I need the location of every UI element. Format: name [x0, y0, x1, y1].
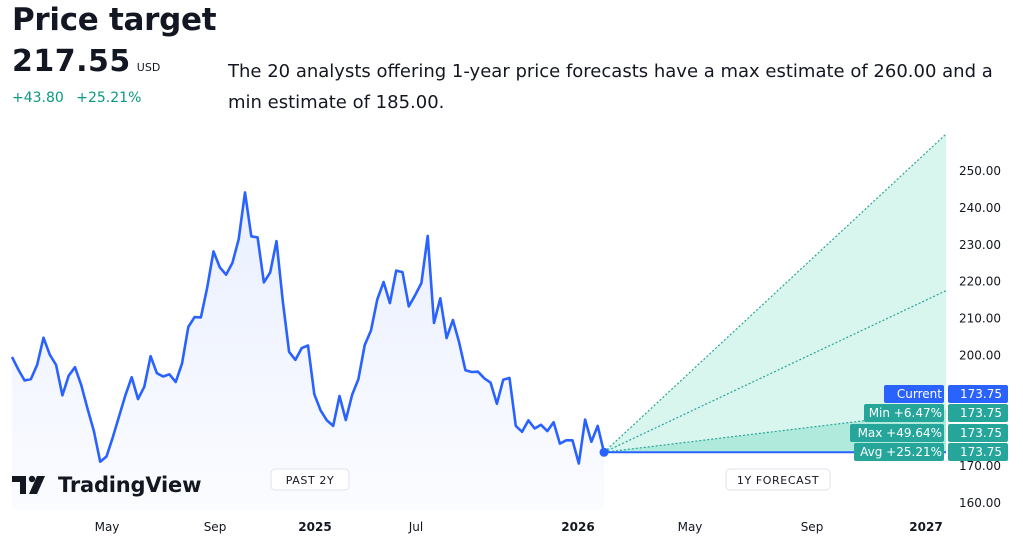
y-tick-label: 240.00	[959, 201, 1001, 215]
x-tick-label: Jul	[408, 520, 423, 534]
price-tag-label: Min +6.47%	[869, 406, 942, 420]
y-tick-label: 160.00	[959, 496, 1001, 510]
price-tag-label-bg	[864, 404, 944, 422]
change-absolute: +43.80	[12, 90, 64, 106]
price-tag-label: Max +49.64%	[858, 426, 942, 440]
period-label-past: PAST 2Y	[270, 468, 350, 491]
price-tag-value: 173.75	[960, 426, 1002, 440]
tradingview-logo-icon	[12, 475, 45, 494]
tradingview-logo-text: TradingView	[58, 473, 202, 497]
price-tag: Min +6.47% 173.75	[864, 404, 1008, 422]
price-tag-label-bg	[884, 385, 944, 403]
current-price-dot[interactable]	[599, 447, 609, 457]
price-tag-label-bg	[854, 443, 944, 461]
price-tag-label: Current	[897, 387, 942, 401]
price-tag-value: 173.75	[960, 445, 1002, 459]
y-tick-label: 250.00	[959, 164, 1001, 178]
y-axis: 250.00 240.00 230.00 220.00 210.00 200.00 170.…	[959, 164, 1001, 510]
forecast-max-line	[603, 133, 947, 453]
price-tag-label: Avg +25.21%	[860, 445, 942, 459]
price-row: 217.55 USD	[12, 44, 160, 79]
y-tick-label: 200.00	[959, 348, 1001, 362]
price-tag-value-bg	[948, 424, 1008, 442]
price-change: +43.80 +25.21%	[12, 90, 149, 106]
x-tick-label: 2025	[298, 520, 331, 534]
price-tag: Avg +25.21% 173.75	[854, 443, 1008, 461]
page-title: Price target	[12, 2, 217, 38]
price-tag-value-bg	[948, 443, 1008, 461]
change-percent: +25.21%	[76, 90, 142, 106]
period-label-background	[725, 468, 831, 491]
y-tick-label: 170.00	[959, 459, 1001, 473]
period-label-forecast: 1Y FORECAST	[725, 468, 831, 491]
price-line-layer	[10, 191, 609, 465]
period-label-background	[270, 468, 350, 491]
price-tag-label-bg	[850, 424, 944, 442]
tradingview-logo[interactable]: TradingView	[12, 473, 201, 497]
forecast-description: The 20 analysts offering 1-year price fo…	[228, 61, 993, 113]
price-tag: Max +49.64% 173.75	[850, 424, 1008, 442]
price-target-chart[interactable]: 250.00 240.00 230.00 220.00 210.00 200.00 170.…	[0, 130, 1023, 544]
target-price: 217.55	[12, 44, 131, 79]
y-tick-label: 230.00	[959, 238, 1001, 252]
price-tag-value-bg	[948, 404, 1008, 422]
price-tag: Current 173.75	[884, 385, 1008, 403]
forecast-avg-line	[603, 290, 947, 453]
price-tag-value: 173.75	[960, 406, 1002, 420]
y-tick-label: 220.00	[959, 275, 1001, 289]
x-tick-label: 2027	[909, 520, 942, 534]
y-tick-label: 210.00	[959, 312, 1001, 326]
x-axis: May Sep 2025 Jul 2026 May Sep 2027	[95, 520, 943, 534]
x-tick-label: May	[95, 520, 120, 534]
forecast-min-line	[603, 410, 947, 453]
period-label-text: 1Y FORECAST	[737, 474, 819, 487]
x-tick-label: 2026	[561, 520, 594, 534]
x-tick-label: Sep	[204, 520, 227, 534]
period-labels: PAST 2Y 1Y FORECAST	[270, 468, 831, 491]
period-label-text: PAST 2Y	[286, 474, 335, 487]
price-tag-value: 173.75	[960, 387, 1002, 401]
price-tag-value-bg	[948, 385, 1008, 403]
currency-label: USD	[136, 61, 161, 74]
x-tick-label: May	[678, 520, 703, 534]
x-tick-label: Sep	[801, 520, 824, 534]
